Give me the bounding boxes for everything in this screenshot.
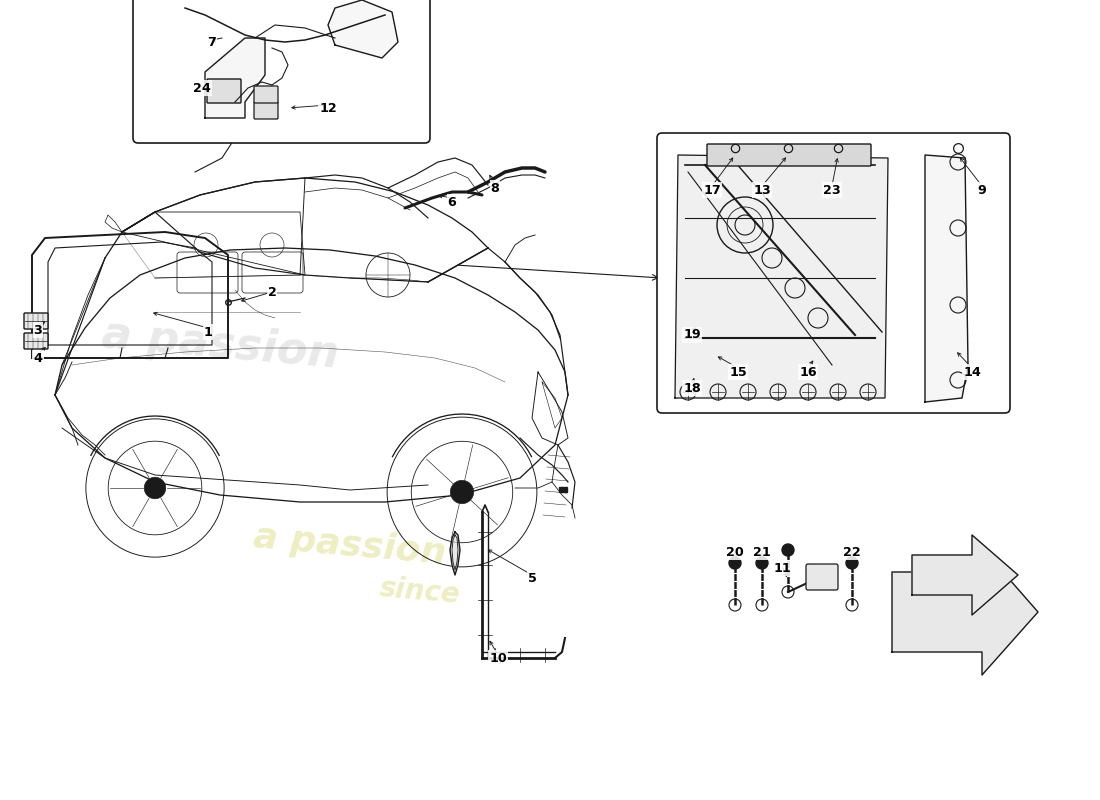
FancyBboxPatch shape <box>254 86 278 103</box>
FancyBboxPatch shape <box>207 79 241 103</box>
FancyBboxPatch shape <box>24 313 48 329</box>
FancyBboxPatch shape <box>806 564 838 590</box>
Text: 10: 10 <box>490 651 507 665</box>
Text: 3: 3 <box>34 323 43 337</box>
Text: 14: 14 <box>964 366 981 378</box>
Polygon shape <box>892 548 1038 675</box>
Polygon shape <box>205 38 265 118</box>
Bar <box>559 487 566 492</box>
FancyBboxPatch shape <box>707 144 871 166</box>
FancyBboxPatch shape <box>133 0 430 143</box>
Polygon shape <box>675 155 888 398</box>
Text: 9: 9 <box>978 183 987 197</box>
Polygon shape <box>925 155 968 402</box>
Text: 2: 2 <box>267 286 276 298</box>
Text: 17: 17 <box>703 183 720 197</box>
Text: a passion: a passion <box>100 314 340 377</box>
Text: 21: 21 <box>754 546 771 558</box>
FancyBboxPatch shape <box>254 102 278 119</box>
Circle shape <box>846 557 858 569</box>
Text: 1: 1 <box>204 326 212 338</box>
Text: 15: 15 <box>729 366 747 378</box>
Text: since: since <box>378 574 462 610</box>
Text: 8: 8 <box>491 182 499 194</box>
Text: 22: 22 <box>843 546 861 558</box>
FancyBboxPatch shape <box>24 333 48 349</box>
Text: 6: 6 <box>448 195 456 209</box>
Text: 13: 13 <box>754 183 771 197</box>
Text: a passion: a passion <box>252 520 448 570</box>
Text: 7: 7 <box>208 35 217 49</box>
Text: 16: 16 <box>800 366 817 378</box>
Text: 18: 18 <box>683 382 701 394</box>
FancyBboxPatch shape <box>657 133 1010 413</box>
Polygon shape <box>328 0 398 58</box>
Text: 19: 19 <box>683 329 701 342</box>
Circle shape <box>729 557 741 569</box>
Circle shape <box>450 480 474 504</box>
Text: 11: 11 <box>773 562 791 574</box>
Text: 24: 24 <box>194 82 211 94</box>
Polygon shape <box>912 535 1018 615</box>
Circle shape <box>756 557 768 569</box>
Circle shape <box>144 477 166 499</box>
Text: 12: 12 <box>319 102 337 114</box>
Polygon shape <box>450 532 460 575</box>
Circle shape <box>782 544 794 556</box>
Text: 23: 23 <box>823 183 840 197</box>
Text: 5: 5 <box>528 571 537 585</box>
Text: 4: 4 <box>33 351 43 365</box>
Text: 20: 20 <box>726 546 744 558</box>
